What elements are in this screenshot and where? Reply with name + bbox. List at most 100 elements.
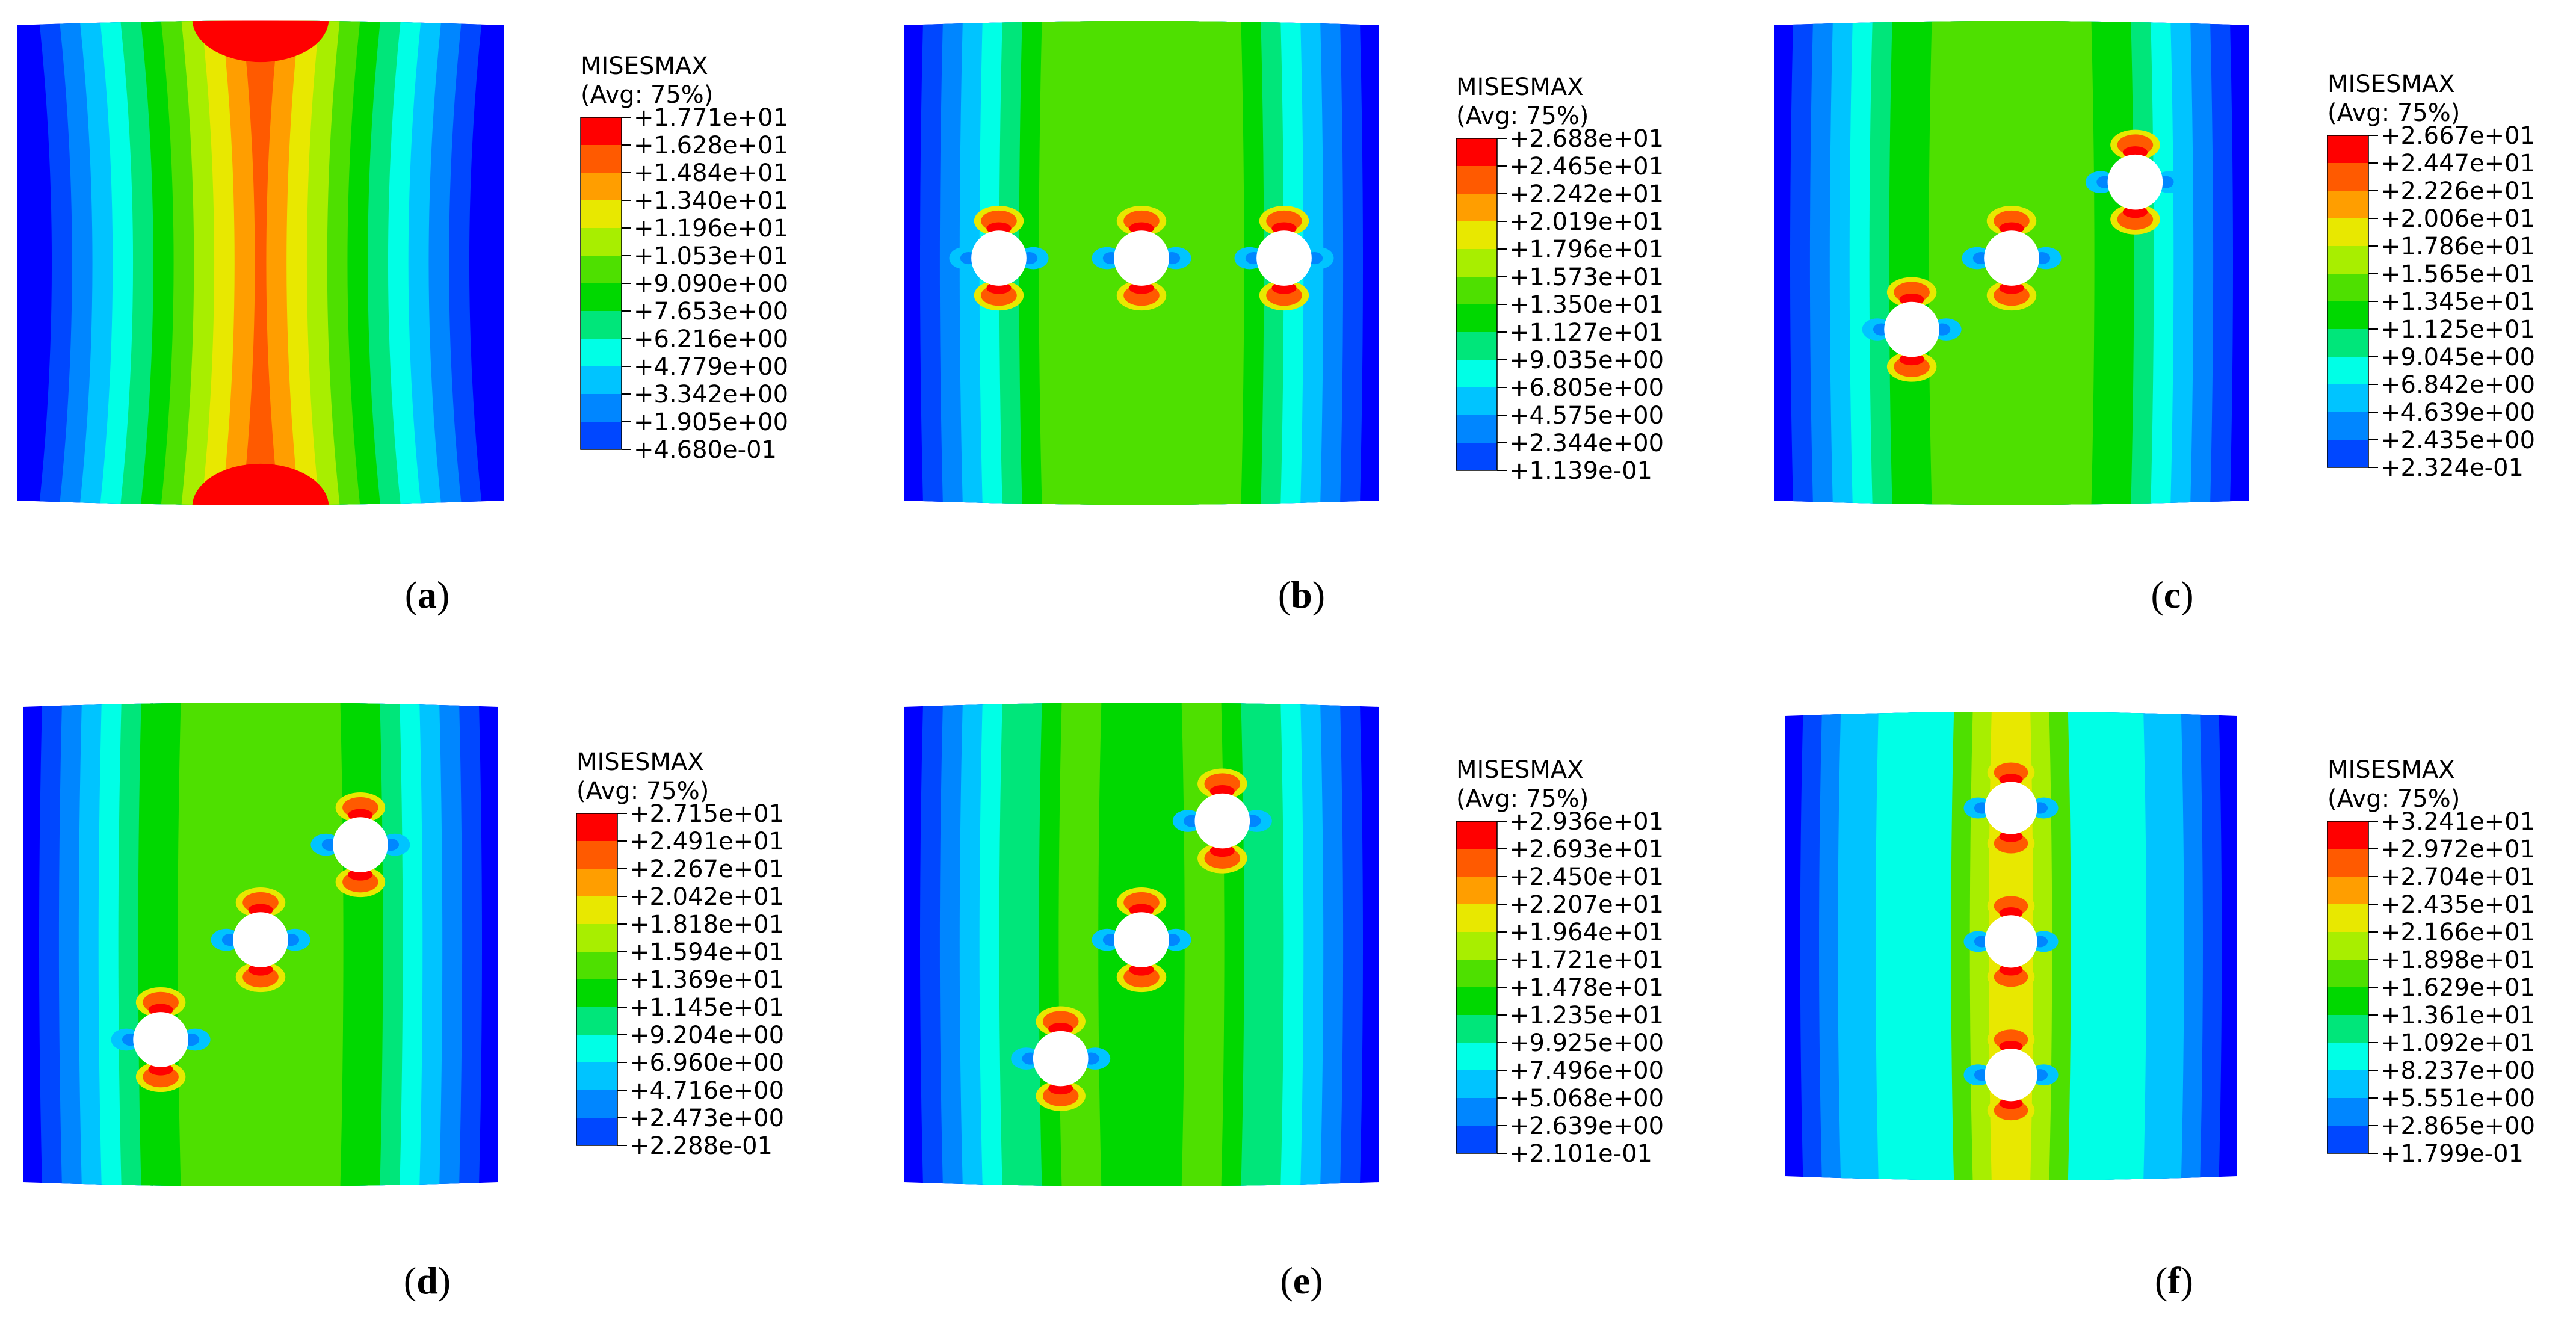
legend-level: +4.575e+00 (1509, 402, 1664, 430)
legend: MISESMAX(Avg: 75%)+2.688e+01+2.465e+01+2… (1456, 73, 1664, 485)
legend-level: +2.667e+01 (2380, 122, 2535, 150)
legend-swatch (581, 145, 622, 173)
legend-title: MISESMAX (2327, 756, 2455, 784)
legend: MISESMAX(Avg: 75%)+2.667e+01+2.447e+01+2… (2327, 70, 2535, 482)
legend-level: +2.704e+01 (2380, 863, 2535, 891)
legend-swatch (1456, 415, 1497, 443)
legend-level: +7.496e+00 (1509, 1057, 1664, 1085)
legend-swatch (581, 394, 622, 422)
legend-swatch (1456, 194, 1497, 221)
panel-label: e (1293, 1259, 1310, 1302)
hole (1985, 1049, 2037, 1102)
legend-title: MISESMAX (576, 748, 704, 776)
legend-swatch (1456, 304, 1497, 332)
legend-swatch (576, 813, 617, 841)
legend-title: MISESMAX (1456, 756, 1584, 784)
legend-swatch (576, 869, 617, 896)
legend-swatch (1456, 1098, 1497, 1126)
legend-level: +1.898e+01 (2380, 946, 2535, 974)
panel-caption: (f) (2155, 1259, 2193, 1302)
legend-swatch (576, 952, 617, 979)
hole (1114, 912, 1169, 967)
legend-swatch (2327, 1070, 2368, 1098)
legend-level: +2.465e+01 (1509, 153, 1664, 180)
panel-label: f (2167, 1259, 2181, 1302)
legend-level: +1.345e+01 (2380, 288, 2535, 316)
legend-level: +2.693e+01 (1509, 836, 1664, 863)
legend-level: +1.905e+00 (634, 409, 788, 436)
legend-subtitle: (Avg: 75%) (1456, 785, 1589, 813)
panel-f: MISESMAX(Avg: 75%)+3.241e+01+2.972e+01+2… (1785, 712, 2535, 1302)
hole (1114, 230, 1169, 286)
hole (1884, 301, 1939, 357)
panel-e: MISESMAX(Avg: 75%)+2.936e+01+2.693e+01+2… (904, 703, 1664, 1302)
legend-level: +2.288e-01 (629, 1132, 773, 1160)
legend-level: +2.936e+01 (1509, 808, 1664, 836)
hole (2107, 154, 2163, 210)
legend-swatch (1456, 1043, 1497, 1070)
legend-level: +1.721e+01 (1509, 946, 1664, 974)
legend-level: +2.639e+00 (1509, 1112, 1664, 1140)
hole (1256, 230, 1312, 286)
legend-swatch (581, 117, 622, 145)
legend-level: +7.653e+00 (634, 298, 788, 325)
legend-level: +4.779e+00 (634, 353, 788, 381)
legend-swatch (2327, 960, 2368, 987)
legend-swatch (1456, 1126, 1497, 1153)
hole (1985, 915, 2037, 968)
legend-level: +2.450e+01 (1509, 863, 1664, 891)
contour-band (240, 20, 281, 505)
legend-level: +8.237e+00 (2380, 1057, 2535, 1085)
legend-swatch (581, 173, 622, 200)
peak-stress-zone (192, 463, 329, 505)
legend-level: +5.551e+00 (2380, 1085, 2535, 1112)
legend-level: +1.478e+01 (1509, 974, 1664, 1002)
legend: MISESMAX(Avg: 75%)+1.771e+01+1.628e+01+1… (580, 52, 788, 464)
peak-stress-zone (192, 20, 329, 63)
legend-level: +2.473e+00 (629, 1105, 784, 1132)
legend-swatch (576, 1118, 617, 1145)
legend-level: +1.369e+01 (629, 966, 784, 994)
legend-swatch (581, 311, 622, 339)
legend-swatch (576, 979, 617, 1007)
legend-swatch (1456, 360, 1497, 387)
legend-swatch (2327, 135, 2368, 163)
legend-level: +1.818e+01 (629, 911, 784, 939)
legend-level: +9.045e+00 (2380, 344, 2535, 371)
panel-c: MISESMAX(Avg: 75%)+2.667e+01+2.447e+01+2… (1774, 21, 2535, 616)
legend-level: +1.628e+01 (634, 132, 788, 159)
legend-swatch (1456, 166, 1497, 194)
legend-subtitle: (Avg: 75%) (576, 777, 709, 805)
legend-level: +1.145e+01 (629, 994, 784, 1022)
legend-level: +4.716e+00 (629, 1077, 784, 1105)
legend-level: +1.125e+01 (2380, 316, 2535, 344)
legend-level: +2.344e+00 (1509, 430, 1664, 457)
legend-level: +2.491e+01 (629, 828, 784, 856)
legend-level: +1.196e+01 (634, 215, 788, 242)
legend-swatch (2327, 1126, 2368, 1153)
legend-level: +6.805e+00 (1509, 374, 1664, 402)
legend-swatch (1456, 387, 1497, 415)
legend-subtitle: (Avg: 75%) (1456, 102, 1589, 130)
legend-level: +1.964e+01 (1509, 919, 1664, 946)
panel-label: d (416, 1259, 438, 1302)
legend-title: MISESMAX (581, 52, 708, 80)
legend-swatch (1456, 277, 1497, 304)
legend-swatch (1456, 987, 1497, 1015)
legend-swatch (2327, 1098, 2368, 1126)
legend-level: +1.361e+01 (2380, 1002, 2535, 1029)
legend-level: +1.629e+01 (2380, 974, 2535, 1002)
legend-swatch (2327, 163, 2368, 191)
legend-level: +1.340e+01 (634, 187, 788, 215)
legend-level: +9.090e+00 (634, 270, 788, 298)
legend-swatch (1456, 221, 1497, 249)
legend-swatch (1456, 443, 1497, 470)
legend-swatch (581, 200, 622, 228)
legend-swatch (2327, 246, 2368, 274)
legend-level: +9.925e+00 (1509, 1029, 1664, 1057)
legend-level: +5.068e+00 (1509, 1085, 1664, 1112)
legend-level: +1.796e+01 (1509, 236, 1664, 264)
legend-swatch (2327, 412, 2368, 440)
legend-swatch (2327, 274, 2368, 301)
legend-level: +2.101e-01 (1509, 1140, 1652, 1168)
